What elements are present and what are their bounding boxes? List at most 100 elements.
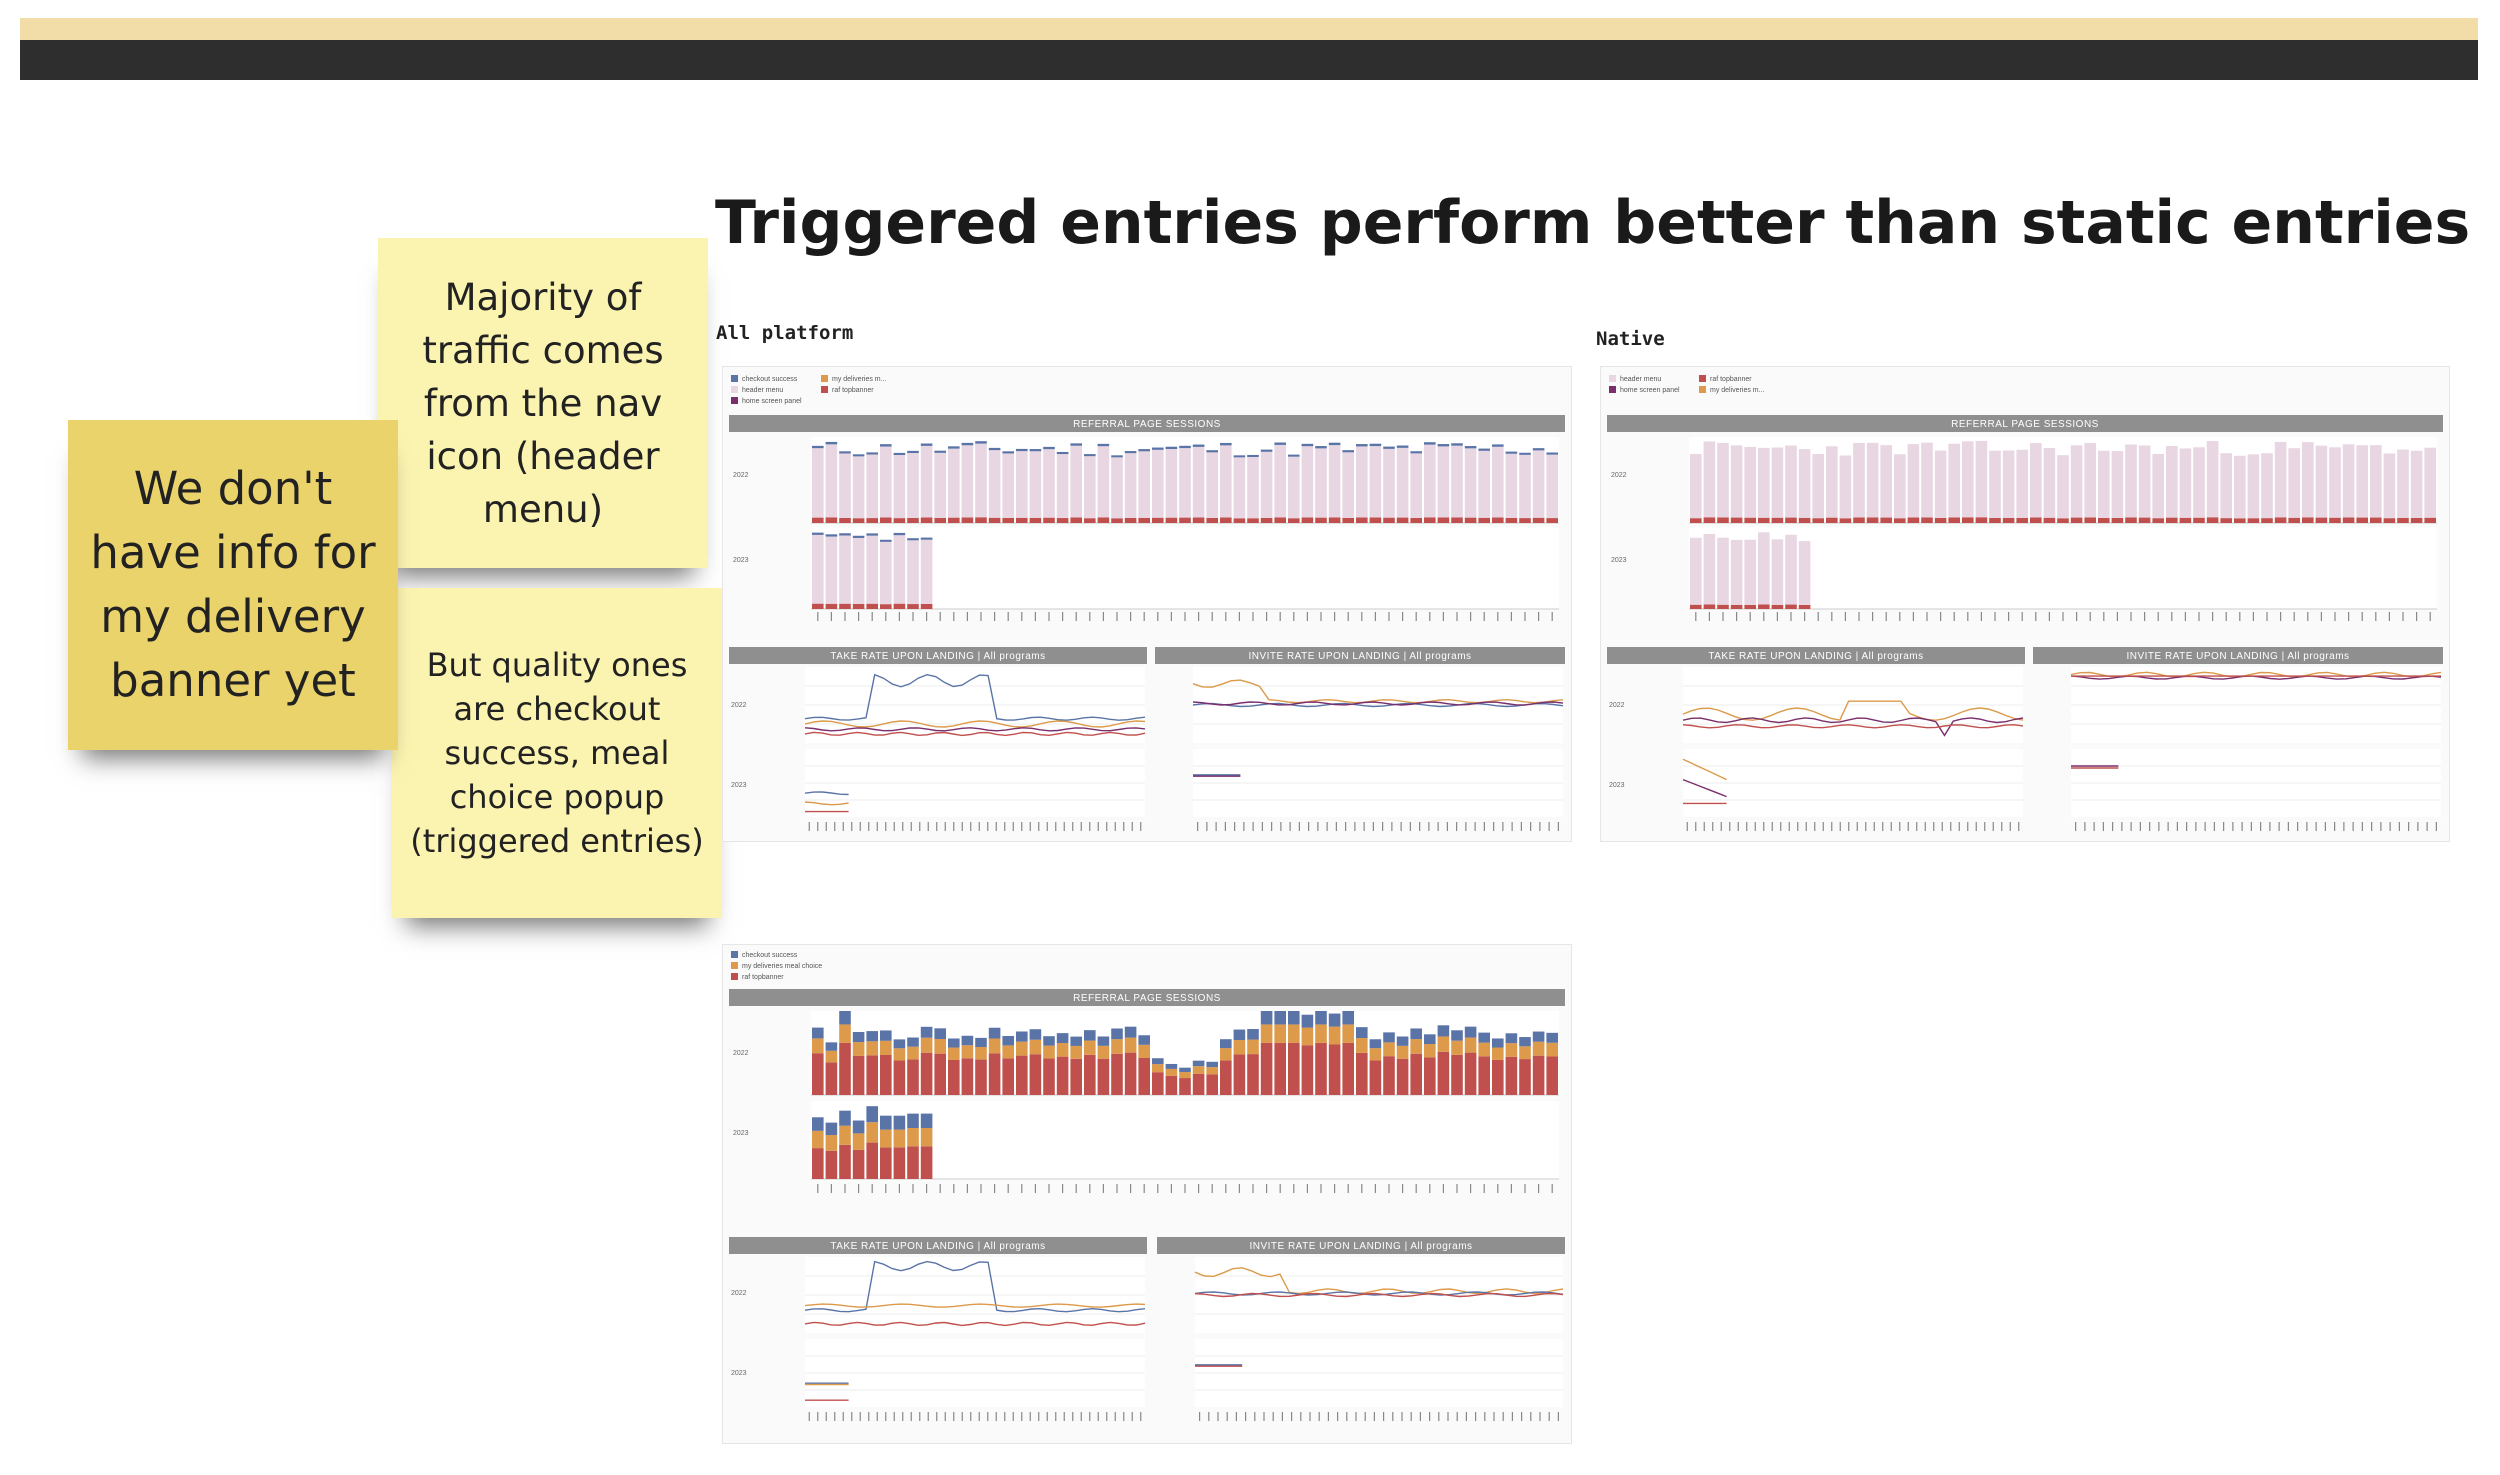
chart-bar [1084, 1054, 1096, 1095]
chart-bar [1056, 1033, 1069, 1044]
chart-bar [1826, 446, 1838, 518]
chart-bar [907, 1113, 919, 1129]
x-tick [1442, 612, 1444, 621]
chart-bar [1247, 1054, 1259, 1095]
chart-bar [1084, 1040, 1096, 1055]
x-tick [1465, 1412, 1467, 1421]
x-tick [1306, 612, 1308, 621]
x-tick [2089, 612, 2091, 621]
x-tick [2130, 822, 2132, 831]
x-tick [1502, 822, 1504, 831]
chart-bar [1274, 1042, 1286, 1095]
chart-bar [880, 1147, 892, 1179]
chart-bar [907, 1146, 919, 1179]
chart-bar [1260, 1011, 1273, 1025]
chart-bar [920, 1037, 933, 1053]
chart-bar [1328, 442, 1341, 446]
x-tick [2260, 822, 2262, 831]
chart-bar [1356, 1027, 1368, 1039]
x-tick [2225, 612, 2227, 621]
x-tick [1029, 1412, 1031, 1421]
x-tick [1140, 1412, 1142, 1421]
sticky-line: success, meal [444, 734, 670, 772]
sticky-note-quality[interactable]: But quality ones are checkout success, m… [392, 588, 722, 918]
x-tick [1308, 822, 1310, 831]
chart-bar [839, 1011, 851, 1025]
chart-bar [1492, 1047, 1504, 1060]
chart-bar [1029, 449, 1042, 452]
x-tick [1530, 822, 1532, 831]
chart-bar [907, 453, 919, 518]
x-tick [1089, 822, 1091, 831]
x-tick [1116, 612, 1118, 621]
chart-header-label: INVITE RATE UPON LANDING | All programs [2126, 651, 2349, 662]
chart-bar [893, 1129, 906, 1148]
chart-bar [1396, 1036, 1409, 1046]
chart-bar [2138, 445, 2151, 518]
x-tick [834, 822, 836, 831]
x-tick [1012, 1412, 1014, 1421]
x-tick [2158, 822, 2160, 831]
x-tick [817, 612, 819, 621]
x-tick [1524, 612, 1526, 621]
x-tick [1548, 1412, 1550, 1421]
chart-bar [1056, 1056, 1069, 1095]
sticky-note-delivery-banner[interactable]: We don't have info for my delivery banne… [68, 420, 398, 750]
chart-bar [1758, 517, 1770, 523]
chart-bar [1274, 517, 1286, 523]
x-tick [1374, 1184, 1376, 1193]
chart-bar [1138, 449, 1150, 452]
chart-bar [1192, 1066, 1205, 1074]
chart-bar [1233, 1029, 1246, 1041]
sticky-line: are checkout [453, 690, 661, 728]
chart-bar [852, 1149, 865, 1179]
chart-line [1192, 702, 1564, 708]
chart-bar [880, 517, 892, 523]
x-tick [1279, 612, 1281, 621]
sticky-line: from the nav [423, 381, 663, 425]
chart-bar [812, 1130, 824, 1149]
x-tick [927, 1412, 929, 1421]
legend-label: checkout success [742, 376, 798, 383]
chart-bar [825, 1050, 838, 1063]
x-tick [876, 1412, 878, 1421]
chart-bar [920, 1127, 933, 1147]
chart-bar [1396, 1045, 1409, 1059]
x-tick [844, 1184, 846, 1193]
chart-bar [934, 1053, 946, 1095]
chart-bar [1179, 1078, 1191, 1095]
chart-bar [1315, 446, 1327, 449]
x-tick [1170, 612, 1172, 621]
x-tick [1899, 612, 1901, 621]
chart-bar [1356, 1052, 1368, 1095]
chart-bar [1798, 517, 1811, 523]
chart-bar [825, 534, 838, 537]
chart-line [1682, 778, 1727, 798]
x-tick [1456, 1412, 1458, 1421]
chart-bar [1260, 451, 1273, 518]
chart-bar [893, 1115, 906, 1130]
legend-label: raf topbanner [832, 387, 874, 394]
x-tick [2375, 612, 2377, 621]
x-tick [2232, 822, 2234, 831]
x-tick [1225, 1184, 1227, 1193]
x-tick [1280, 822, 1282, 831]
chart-line [1194, 1267, 1564, 1295]
x-tick [1226, 1412, 1228, 1421]
chart-bar [1703, 441, 1716, 518]
x-tick [927, 822, 929, 831]
x-tick [1975, 822, 1977, 831]
x-tick [817, 822, 819, 831]
x-tick [1106, 1412, 1108, 1421]
chart-bar [988, 517, 1001, 523]
chart-bar [812, 1038, 824, 1054]
chart-bar [2302, 442, 2314, 518]
chart-bar [866, 1041, 878, 1056]
x-tick [2315, 822, 2317, 831]
x-tick [995, 822, 997, 831]
chart-bar [1192, 1073, 1205, 1095]
sticky-note-nav-icon[interactable]: Majority of traffic comes from the nav i… [378, 238, 708, 568]
chart-bar [1274, 444, 1286, 518]
chart-bar [812, 534, 824, 604]
x-tick [1865, 822, 1867, 831]
